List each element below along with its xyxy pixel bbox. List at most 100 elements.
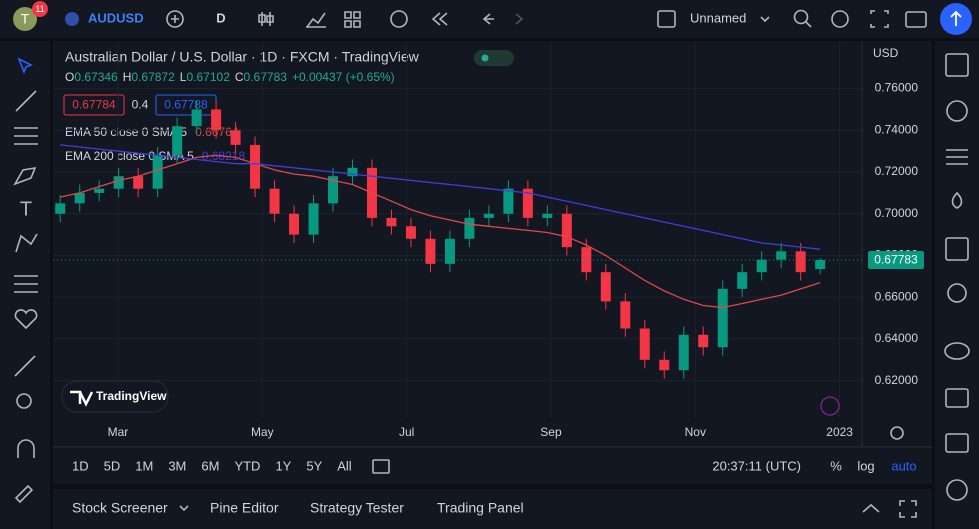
candle-body: [620, 301, 631, 329]
templates-icon[interactable]: [344, 11, 361, 28]
watchlist-icon[interactable]: [945, 53, 969, 77]
calendar-icon[interactable]: [945, 237, 969, 261]
favorites-tool[interactable]: [14, 309, 38, 330]
badge-count: 11: [35, 4, 44, 14]
hotlist-icon[interactable]: [951, 191, 963, 209]
y-tick-label: 0.62000: [875, 373, 919, 387]
magnet-tool[interactable]: [17, 439, 35, 458]
candle-body: [94, 188, 105, 193]
timeframe-button[interactable]: 5D: [104, 458, 121, 473]
timeframe-button[interactable]: 5Y: [306, 458, 322, 473]
x-tick-label: Sep: [540, 425, 562, 439]
y-tick-label: 0.72000: [875, 164, 919, 178]
fullscreen-icon[interactable]: [870, 10, 889, 28]
symbol[interactable]: AUDUSD: [88, 10, 144, 25]
chats-icon[interactable]: [945, 388, 969, 408]
candle-body: [250, 144, 261, 189]
replay-icon[interactable]: [431, 12, 448, 26]
ideas-icon[interactable]: [947, 283, 967, 303]
y-tick-label: 0.76000: [875, 81, 919, 95]
chart-type-icon[interactable]: [258, 12, 274, 26]
trendline-tool[interactable]: [15, 90, 37, 112]
bottom-tab[interactable]: Trading Panel: [437, 500, 524, 516]
settings-icon[interactable]: [831, 10, 849, 28]
ruler-tool[interactable]: [14, 355, 36, 377]
avatar[interactable]: [13, 7, 37, 31]
zoom-tool[interactable]: [16, 393, 32, 409]
timeframe-button[interactable]: 1M: [135, 458, 153, 473]
add-icon[interactable]: [166, 10, 184, 28]
search-icon[interactable]: [793, 9, 809, 25]
cursor-tool[interactable]: [17, 57, 33, 75]
x-tick-label: 2023: [826, 425, 853, 439]
pattern-tool[interactable]: [15, 233, 38, 253]
timeframe-button[interactable]: 6M: [201, 458, 219, 473]
snapshot-icon[interactable]: [905, 11, 927, 28]
undo-icon[interactable]: [482, 13, 494, 25]
sell-box[interactable]: [63, 94, 125, 116]
layout-name[interactable]: Unnamed: [690, 10, 746, 25]
lightning-icon[interactable]: [820, 396, 840, 416]
candle-body: [386, 217, 397, 227]
candle-body: [191, 109, 202, 127]
candle-body: [522, 188, 533, 218]
watermark: TradingView: [96, 389, 167, 403]
interval[interactable]: D: [216, 10, 225, 25]
bottom-tab[interactable]: Pine Editor: [210, 500, 279, 516]
candle-body: [737, 272, 748, 289]
timeframe-button[interactable]: 1Y: [275, 458, 291, 473]
maximize-icon[interactable]: [899, 500, 917, 518]
candle-body: [503, 188, 514, 214]
axis-settings[interactable]: [890, 426, 904, 440]
candle-body: [776, 251, 787, 260]
layout-icon[interactable]: [657, 10, 676, 28]
timeframe-button[interactable]: 1D: [72, 458, 89, 473]
plot-area: 0.620000.640000.660000.680000.700000.720…: [53, 41, 924, 439]
timeframe-button[interactable]: YTD: [234, 458, 260, 473]
brush-tool[interactable]: [13, 166, 37, 186]
candle-body: [678, 334, 689, 371]
lock-tool[interactable]: [14, 484, 34, 504]
alerts-icon[interactable]: [946, 100, 968, 122]
alert-icon[interactable]: [390, 10, 408, 28]
text-tool[interactable]: T: [20, 198, 32, 220]
x-tick-label: Nov: [685, 425, 706, 439]
bottom-tab[interactable]: Stock Screener: [72, 500, 168, 516]
bottom-panel: [53, 489, 932, 529]
bottom-tabs: Stock Screener Pine Editor Strategy Tester…: [72, 500, 524, 516]
indicators-icon[interactable]: [306, 12, 326, 28]
bottom-tab[interactable]: Strategy Tester: [310, 500, 404, 516]
candle-body: [328, 176, 339, 204]
right-toolbar: [935, 41, 979, 529]
x-tick-label: Mar: [108, 425, 129, 439]
sell-price: 0.67784: [72, 98, 116, 112]
dropdown[interactable]: [179, 505, 189, 512]
add-plus: [171, 15, 179, 23]
prediction-tool[interactable]: [14, 275, 38, 293]
candle-body: [55, 203, 66, 214]
x-tick-label: Jul: [399, 425, 414, 439]
datawindow-icon[interactable]: [946, 149, 968, 165]
candle-body: [464, 217, 475, 239]
scale-option[interactable]: auto: [891, 458, 916, 473]
notes-icon[interactable]: [945, 433, 969, 453]
date-range-icon[interactable]: [372, 459, 390, 474]
candle-body: [756, 259, 767, 273]
help-icon[interactable]: [946, 479, 968, 501]
status-dot: [481, 54, 489, 62]
scale-option[interactable]: %: [830, 458, 842, 473]
candle-body: [483, 213, 494, 218]
timeframe-button[interactable]: All: [337, 458, 352, 473]
y-tick-label: 0.66000: [875, 289, 919, 303]
dropdown[interactable]: [760, 16, 770, 23]
candle-body: [795, 251, 806, 273]
candle-body: [639, 328, 650, 360]
candle-body: [659, 359, 670, 371]
streams-icon[interactable]: [944, 342, 970, 360]
collapse-icon[interactable]: [862, 503, 880, 513]
timeframe-button[interactable]: 3M: [168, 458, 186, 473]
scale-option[interactable]: log: [857, 458, 874, 473]
fib-tool[interactable]: [14, 127, 38, 145]
currency[interactable]: USD: [873, 46, 899, 60]
